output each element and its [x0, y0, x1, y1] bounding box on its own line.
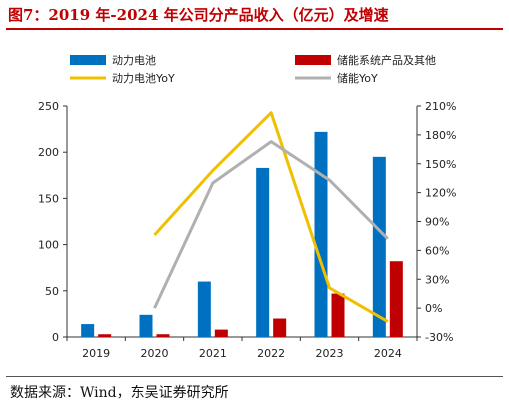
right-tick-label: 150%: [425, 158, 456, 171]
source-divider: [6, 376, 503, 377]
bar-storage: [389, 261, 403, 337]
right-tick-label: 210%: [425, 100, 456, 113]
bar-storage: [273, 318, 287, 337]
x-tick-label: 2024: [374, 347, 402, 360]
bar-power-battery: [197, 281, 211, 337]
legend-label: 动力电池: [112, 54, 156, 67]
legend-swatch: [70, 55, 106, 65]
right-tick-label: 0%: [425, 302, 442, 315]
legend-label: 储能YoY: [337, 71, 378, 85]
x-tick-label: 2022: [257, 347, 285, 360]
bar-storage: [156, 334, 170, 337]
right-tick-label: -30%: [425, 331, 453, 344]
chart-title: 图7：2019 年-2024 年公司分产品收入（亿元）及增速: [8, 6, 389, 24]
right-tick-label: 30%: [425, 273, 449, 286]
right-tick-label: 90%: [425, 216, 449, 229]
legend-swatch: [295, 55, 331, 65]
left-tick-label: 0: [52, 331, 59, 344]
left-tick-label: 100: [38, 239, 59, 252]
left-tick-label: 150: [38, 192, 59, 205]
x-tick-label: 2019: [82, 347, 110, 360]
bar-storage: [214, 329, 228, 337]
bar-power-battery: [139, 314, 153, 337]
x-tick-label: 2020: [141, 347, 169, 360]
right-tick-label: 60%: [425, 244, 449, 257]
bar-power-battery: [81, 324, 95, 337]
left-tick-label: 200: [38, 146, 59, 159]
line-power-yoy: [153, 111, 389, 323]
bar-power-battery: [314, 131, 328, 337]
right-tick-label: 120%: [425, 187, 456, 200]
legend-label: 动力电池YoY: [112, 72, 175, 85]
left-tick-label: 50: [45, 285, 59, 298]
right-tick-label: 180%: [425, 129, 456, 142]
source-note: 数据来源：Wind，东吴证券研究所: [10, 385, 229, 401]
bar-storage: [331, 293, 345, 337]
x-tick-label: 2023: [316, 347, 344, 360]
title-divider: [6, 28, 503, 30]
bar-power-battery: [256, 167, 270, 337]
x-tick-label: 2021: [199, 347, 227, 360]
legend-label: 储能系统产品及其他: [337, 53, 436, 67]
bar-power-battery: [372, 156, 386, 337]
bar-storage: [98, 334, 112, 337]
line-storage-yoy: [153, 140, 389, 309]
left-tick-label: 250: [38, 100, 59, 113]
